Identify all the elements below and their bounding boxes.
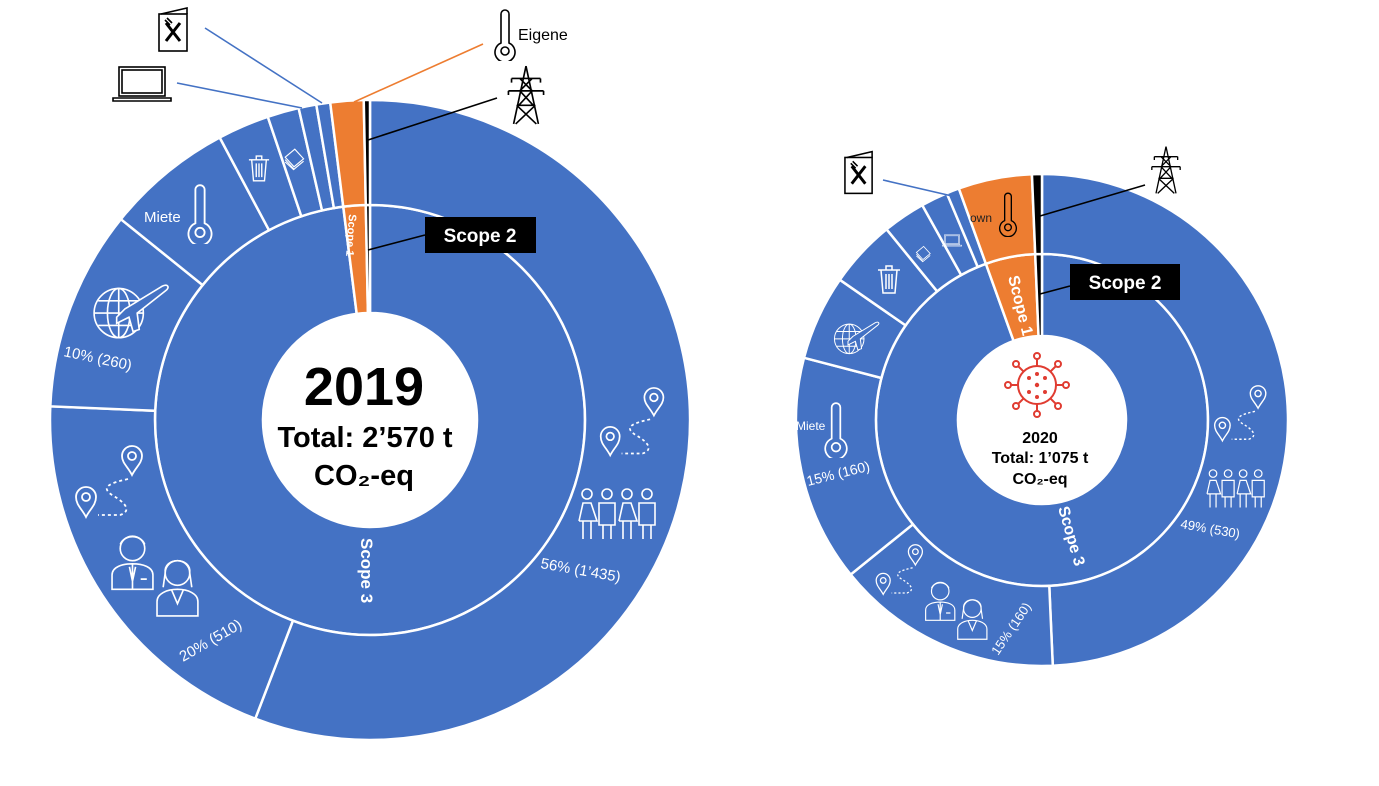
scope3-label: Scope 3 [357, 538, 376, 603]
scope2-label: Scope 2 [444, 226, 517, 247]
scope1-label: Scope 1 [343, 214, 358, 257]
scope2-label: Scope 2 [1089, 273, 1162, 294]
chart-2020 [794, 172, 1290, 668]
leader-line-food [882, 179, 953, 197]
center-hole [263, 313, 477, 527]
center-year: 2020 [1022, 430, 1058, 447]
center-total: Total: 2’570 t [277, 422, 452, 454]
scope2-box [425, 217, 536, 253]
outer-ring-segment-9 [362, 98, 372, 207]
chart-2019 [48, 98, 692, 742]
center-year: 2019 [304, 357, 424, 417]
own-heating-label: own [970, 211, 992, 225]
leader-line-electricity [367, 97, 498, 141]
outer-ring-segment-0 [253, 98, 692, 742]
leader-line-it [176, 82, 303, 109]
center-hole [958, 336, 1126, 504]
own-heating-label: Eigene [518, 27, 568, 44]
rent-heating-label: Miete [144, 209, 181, 226]
power-tower-icon [507, 65, 545, 125]
rent-heating-label: Miete [796, 419, 826, 433]
menu-food-icon [843, 150, 874, 195]
outer-ring-segment-0 [1040, 172, 1290, 668]
laptop-icon [112, 66, 172, 102]
outer-ring-segment-9 [1030, 172, 1044, 256]
menu-food-icon [157, 7, 189, 53]
leader-line-food [204, 27, 323, 104]
center-unit: CO₂-eq [1012, 471, 1067, 488]
center-unit: CO₂-eq [314, 460, 414, 492]
leader-line-scope2 [1039, 285, 1071, 295]
leader-line-scope2 [367, 234, 426, 251]
center-total: Total: 1’075 t [992, 450, 1089, 467]
power-tower-icon [1151, 145, 1181, 195]
leader-line-electricity [1039, 184, 1146, 217]
leader-line-own-heating [353, 43, 484, 103]
inner-ring-segment-2 [364, 203, 372, 315]
scope2-box [1070, 264, 1180, 300]
thermometer-icon [494, 9, 516, 61]
